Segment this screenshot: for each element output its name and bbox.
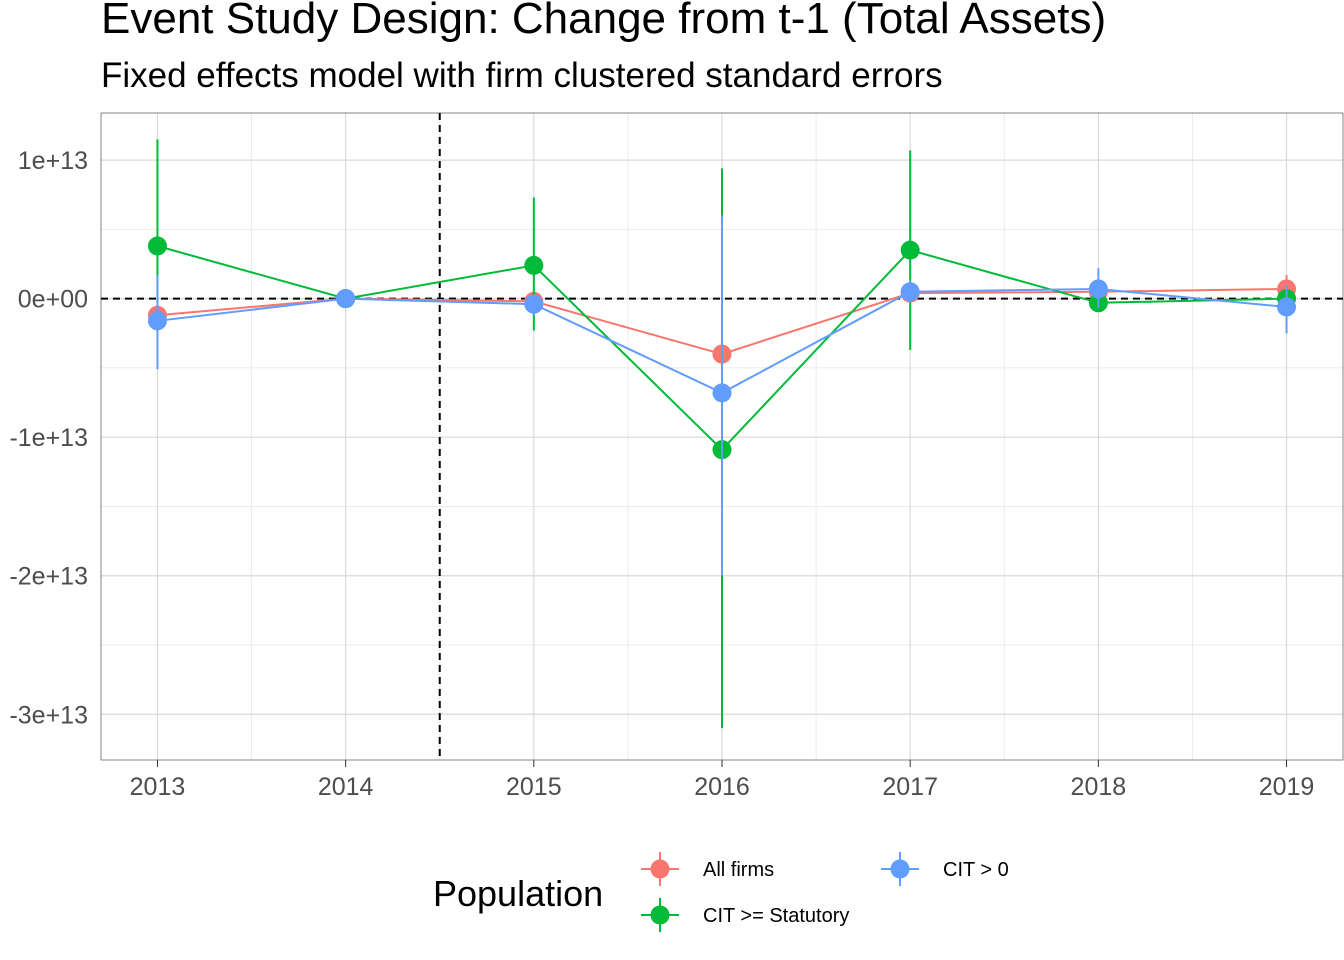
chart-title: Event Study Design: Change from t-1 (Tot… xyxy=(101,0,1107,43)
data-point xyxy=(1088,279,1108,299)
legend-title: Population xyxy=(433,873,603,914)
y-tick-label: -1e+13 xyxy=(9,424,88,452)
x-tick-label: 2018 xyxy=(1071,773,1127,801)
data-point xyxy=(147,236,167,256)
legend-keys: All firms CIT >= Statutory CIT > 0 xyxy=(641,852,1009,932)
data-point xyxy=(900,282,920,302)
data-point xyxy=(524,255,544,275)
legend-key-point xyxy=(650,905,670,925)
data-point xyxy=(712,383,732,403)
x-tick-label: 2017 xyxy=(882,773,938,801)
y-tick-label: -2e+13 xyxy=(9,563,88,591)
x-tick-label: 2015 xyxy=(506,773,562,801)
x-tick-label: 2019 xyxy=(1259,773,1315,801)
legend-label: CIT >= Statutory xyxy=(703,905,849,927)
data-point xyxy=(147,311,167,331)
chart-subtitle: Fixed effects model with firm clustered … xyxy=(101,56,943,95)
x-tick-label: 2014 xyxy=(318,773,374,801)
data-point xyxy=(900,240,920,260)
x-tick-label: 2013 xyxy=(130,773,186,801)
legend-key-point xyxy=(890,859,910,879)
x-tick-label: 2016 xyxy=(694,773,750,801)
data-point xyxy=(336,289,356,309)
y-tick-label: -3e+13 xyxy=(9,701,88,729)
y-tick-label: 0e+00 xyxy=(18,286,88,314)
data-point xyxy=(1277,297,1297,317)
legend: Population All firms CIT >= Statutory CIT … xyxy=(433,852,1009,932)
legend-key-point xyxy=(650,859,670,879)
data-point xyxy=(524,294,544,314)
series-layer xyxy=(147,139,1297,729)
legend-label: All firms xyxy=(703,859,774,881)
y-tick-label: 1e+13 xyxy=(18,147,88,175)
axis-labels: 2013 2014 2015 2016 2017 2018 2019 1e+13 0e+00 -1… xyxy=(9,147,1314,801)
legend-label: CIT > 0 xyxy=(943,859,1009,881)
reference-lines xyxy=(101,113,1343,760)
